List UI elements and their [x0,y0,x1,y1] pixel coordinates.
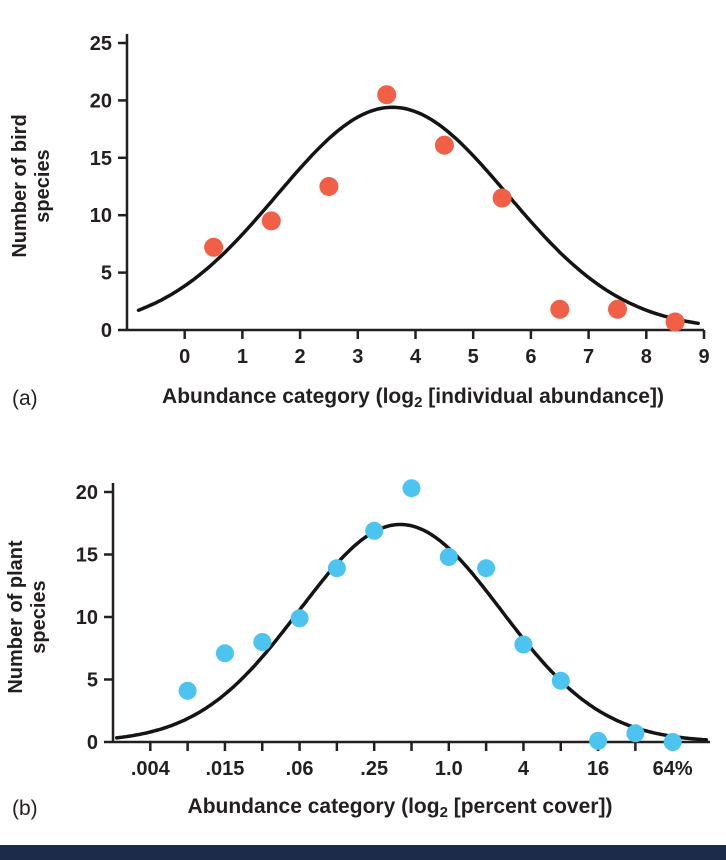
y-tick-label: 5 [87,670,98,692]
x-tick-label: 1 [237,346,248,368]
data-point [551,671,570,690]
data-point [514,635,533,654]
data-point [215,644,234,663]
y-tick-label: 20 [90,90,112,112]
x-tick-label: .25 [360,758,388,780]
data-point [261,211,281,231]
y-tick-label: 25 [90,33,112,55]
x-tick-label: 5 [468,346,479,368]
fitted-curve [136,105,700,326]
data-point [178,681,197,700]
y-tick-label: 0 [101,320,112,342]
x-tick-label: .015 [205,758,244,780]
panel-label-a: (a) [12,387,38,410]
x-title-subscript: 2 [439,804,448,821]
y-tick-label: 0 [87,732,98,754]
data-point [327,559,346,578]
panel-label-b: (b) [12,797,38,820]
bird-x-axis-title: Abundance category (log2 [individual abu… [100,385,726,411]
x-tick-label: 4 [518,758,530,780]
caption-row-b: (b) Abundance category (log2 [percent co… [0,795,726,829]
x-tick-label: 2 [295,346,306,368]
x-title-post: [percent cover]) [447,795,613,818]
plant-x-axis-title: Abundance category (log2 [percent cover]… [80,795,720,821]
data-point [204,237,224,257]
data-point [319,177,339,196]
x-tick-label: 0 [179,346,190,368]
data-point [492,188,512,208]
data-point [589,731,608,750]
x-tick-label: 6 [525,346,536,368]
y-tick-label: 15 [76,545,98,567]
data-point [477,559,496,578]
y-tick-label: 5 [101,263,112,285]
y-axis-label-line: species [32,149,54,223]
y-tick-label: 10 [90,205,112,227]
data-point [439,548,458,566]
data-point [626,724,645,743]
bird-abundance-chart: 0 1 2 3 4 5 6 7 8 9 0 5 10 15 20 25 [90,33,710,368]
x-tick-label: 4 [410,346,422,368]
caption-row-a: (a) Abundance category (log2 [individual… [0,385,726,419]
data-point [665,312,685,332]
data-point [290,609,309,628]
x-tick-label: 7 [583,346,594,368]
plant-y-axis-label: Number of plant species [5,467,51,767]
y-tick-label: 10 [76,607,98,629]
x-tick-label: 64% [653,758,693,780]
x-title-subscript: 2 [414,394,423,411]
data-point [402,479,421,498]
footer-bar [0,845,726,860]
data-point [434,135,454,155]
y-axis-label-line: Number of plant [5,540,27,694]
data-point [550,299,570,319]
x-tick-label: 8 [641,346,652,368]
data-point [253,633,272,651]
y-tick-label: 15 [90,148,112,170]
x-title-pre: Abundance category (log [187,795,440,818]
x-tick-label: .06 [286,758,314,780]
x-tick-label: 3 [352,346,363,368]
x-tick-label: 9 [698,346,709,368]
data-point [365,521,384,540]
y-tick-label: 20 [76,482,98,504]
data-point [377,85,397,105]
y-axis-label-line: species [28,580,50,654]
x-title-pre: Abundance category (log [162,385,415,408]
x-tick-label: .004 [131,758,171,780]
data-point [608,299,627,319]
x-title-post: [individual abundance]) [422,385,664,408]
x-tick-label: 1.0 [435,758,463,780]
y-axis-label-line: Number of bird [9,114,31,258]
plant-abundance-chart: .004 .015 .06 .25 1.0 4 16 64% 0 5 10 15 20 [76,479,710,780]
bird-y-axis-label: Number of bird species [9,36,55,336]
data-point [663,733,682,751]
x-tick-label: 16 [587,758,609,780]
fitted-curve [114,522,709,742]
